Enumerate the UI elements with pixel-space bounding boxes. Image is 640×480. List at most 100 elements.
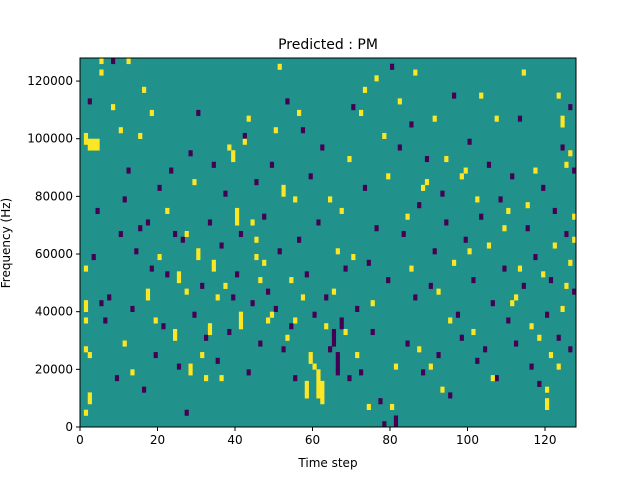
heatmap-cell-low bbox=[328, 346, 333, 353]
heatmap-cell-low bbox=[409, 121, 414, 128]
heatmap-cell-high bbox=[130, 369, 135, 376]
heatmap-cell-low bbox=[355, 305, 360, 312]
x-tick-label: 20 bbox=[150, 433, 165, 447]
heatmap-cell-low bbox=[316, 219, 321, 226]
heatmap-cell-low bbox=[517, 115, 523, 122]
y-axis-label: Frequency (Hz) bbox=[0, 198, 13, 289]
heatmap-cell-high bbox=[316, 380, 321, 387]
heatmap-cell-high bbox=[328, 196, 333, 203]
heatmap-cell-high bbox=[304, 380, 309, 387]
heatmap-cell-high bbox=[316, 369, 321, 376]
heatmap-cell-low bbox=[514, 340, 519, 347]
heatmap-cell-low bbox=[242, 132, 247, 140]
x-axis: 0 20 40 60 80 100 120 bbox=[76, 427, 556, 447]
heatmap-cell-low bbox=[130, 305, 135, 312]
heatmap-cell-high bbox=[304, 386, 309, 393]
heatmap-cell-low bbox=[111, 58, 116, 65]
heatmap-cell-low bbox=[211, 161, 216, 168]
heatmap-cell-low bbox=[366, 259, 371, 266]
heatmap-cell-high bbox=[273, 127, 278, 134]
heatmap-cell-high bbox=[366, 403, 371, 411]
heatmap-cell-high bbox=[545, 398, 550, 405]
heatmap-cell-low bbox=[351, 104, 356, 111]
heatmap-cell-low bbox=[393, 415, 399, 422]
heatmap-cell-high bbox=[564, 282, 569, 289]
heatmap-cell-high bbox=[91, 138, 96, 145]
heatmap-cell-low bbox=[122, 196, 127, 203]
heatmap-cell-high bbox=[560, 121, 565, 128]
heatmap-cell-low bbox=[390, 63, 395, 70]
heatmap-cell-low bbox=[293, 375, 298, 382]
heatmap-cell-high bbox=[459, 173, 464, 180]
heatmap-cell-high bbox=[99, 69, 104, 76]
heatmap-cell-high bbox=[448, 317, 453, 324]
y-tick-label: 40000 bbox=[35, 305, 73, 319]
heatmap-cell-high bbox=[514, 294, 519, 301]
heatmap-cell-low bbox=[362, 184, 368, 191]
heatmap-cell-high bbox=[359, 109, 364, 116]
heatmap-cell-high bbox=[486, 242, 492, 249]
heatmap-cell-high bbox=[413, 69, 418, 76]
heatmap-cell-high bbox=[118, 127, 123, 134]
heatmap-cell-low bbox=[386, 277, 391, 284]
heatmap-cell-low bbox=[142, 386, 147, 393]
heatmap-cell-high bbox=[506, 207, 511, 214]
heatmap-cell-high bbox=[556, 92, 561, 99]
heatmap-cell-high bbox=[479, 92, 484, 99]
heatmap-cell-high bbox=[227, 144, 232, 151]
heatmap-cell-low bbox=[126, 167, 131, 174]
heatmap-cell-high bbox=[545, 403, 550, 411]
heatmap-cell-high bbox=[382, 132, 387, 140]
heatmap-cell-low bbox=[417, 202, 422, 209]
heatmap-cell-high bbox=[184, 230, 189, 238]
heatmap-cell-low bbox=[331, 328, 337, 336]
heatmap-cell-high bbox=[339, 207, 344, 214]
heatmap-cell-high bbox=[215, 294, 220, 301]
heatmap-cell-high bbox=[502, 225, 507, 232]
heatmap-cell-low bbox=[250, 300, 255, 307]
heatmap-cell-high bbox=[111, 104, 116, 111]
heatmap-cell-low bbox=[281, 346, 286, 353]
heatmap-cell-low bbox=[479, 213, 484, 220]
heatmap-cell-high bbox=[293, 196, 298, 203]
heatmap-cell-high bbox=[370, 300, 375, 307]
heatmap-cell-high bbox=[572, 213, 577, 220]
x-tick-label: 100 bbox=[456, 433, 479, 447]
heatmap-cell-high bbox=[95, 138, 100, 145]
heatmap-cell-low bbox=[266, 288, 271, 295]
heatmap-cell-high bbox=[475, 196, 480, 203]
heatmap-cell-low bbox=[568, 346, 573, 353]
heatmap-cell-high bbox=[545, 386, 550, 393]
heatmap-cell-low bbox=[289, 323, 294, 330]
heatmap-cell-high bbox=[564, 161, 569, 168]
heatmap-cell-high bbox=[467, 248, 472, 255]
heatmap-cell-high bbox=[440, 386, 445, 393]
heatmap-cell-high bbox=[308, 357, 313, 364]
heatmap-cell-high bbox=[452, 259, 457, 266]
heatmap-cell-low bbox=[91, 254, 96, 261]
heatmap-cell-low bbox=[440, 190, 445, 197]
chart-title: Predicted : PM bbox=[278, 37, 378, 53]
heatmap-cell-low bbox=[521, 282, 526, 289]
heatmap-cell-low bbox=[285, 98, 290, 105]
heatmap-cell-low bbox=[463, 236, 468, 243]
heatmap-cell-high bbox=[351, 254, 356, 261]
heatmap-cell-low bbox=[405, 340, 410, 347]
heatmap-cell-high bbox=[572, 236, 577, 243]
heatmap-cell-low bbox=[335, 357, 340, 364]
heatmap-cell-low bbox=[227, 328, 232, 336]
heatmap-cell-high bbox=[316, 392, 321, 399]
heatmap-cell-low bbox=[324, 294, 329, 301]
heatmap-cell-low bbox=[393, 421, 399, 428]
heatmap-cell-low bbox=[99, 300, 104, 307]
heatmap-cell-low bbox=[300, 127, 306, 134]
heatmap-cell-low bbox=[545, 311, 550, 318]
heatmap-cell-high bbox=[521, 69, 526, 76]
heatmap-cell-high bbox=[83, 132, 89, 140]
heatmap-cell-high bbox=[87, 392, 92, 399]
heatmap-cell-high bbox=[281, 190, 286, 197]
heatmap-cell-low bbox=[401, 230, 406, 238]
heatmap-cell-low bbox=[448, 392, 453, 399]
heatmap-cell-low bbox=[331, 334, 337, 341]
heatmap-cell-low bbox=[320, 144, 325, 151]
